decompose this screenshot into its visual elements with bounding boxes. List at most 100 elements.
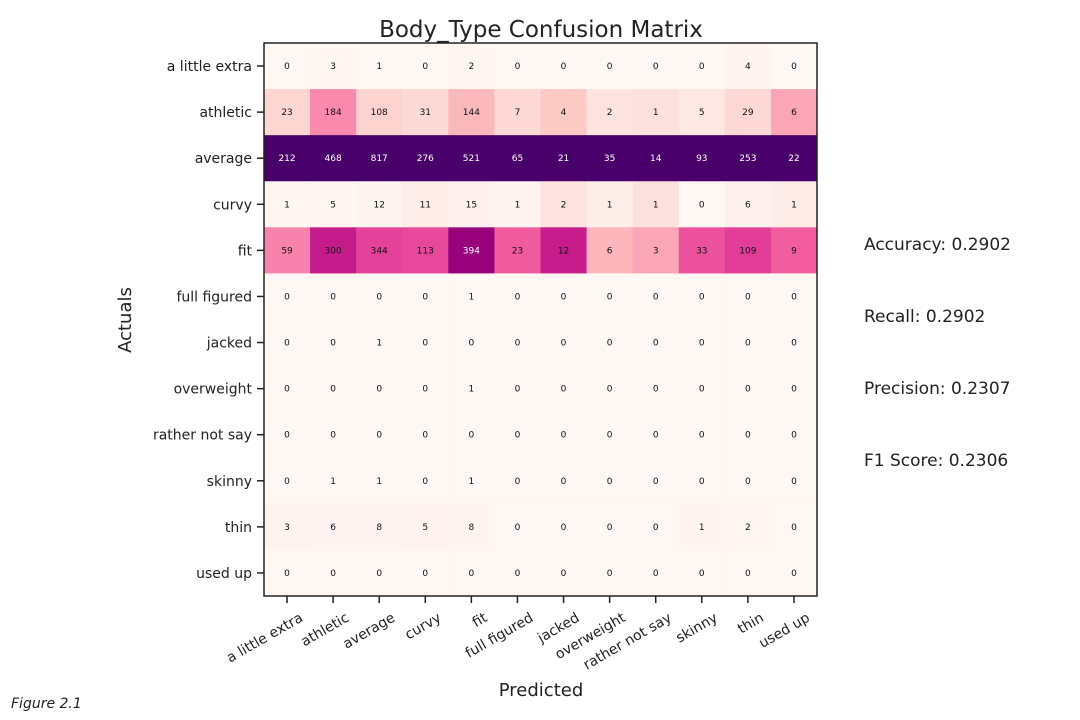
heatmap-cell — [724, 43, 772, 90]
heatmap-cell — [724, 457, 772, 505]
f1-score-metric: F1 Score: 0.2306 — [864, 451, 1009, 471]
heatmap-cell — [264, 365, 311, 413]
heatmap-cell — [264, 227, 311, 274]
cell-value-label: 276 — [417, 154, 434, 164]
heatmap-cell — [448, 273, 495, 320]
cell-value-label: 0 — [561, 477, 567, 487]
heatmap-cell — [494, 503, 541, 551]
y-tick-label: overweight — [174, 382, 253, 398]
heatmap-cell — [448, 549, 495, 597]
cell-value-label: 21 — [558, 154, 569, 164]
cell-value-label: 23 — [512, 246, 523, 256]
y-tick-label: average — [195, 151, 252, 167]
y-tick-label: skinny — [207, 474, 252, 490]
cell-value-label: 817 — [371, 154, 388, 164]
heatmap-cell — [356, 227, 403, 274]
cell-value-label: 0 — [515, 477, 521, 487]
heatmap-cell — [448, 181, 495, 228]
heatmap-cell — [632, 227, 680, 274]
cell-value-label: 0 — [422, 477, 428, 487]
heatmap-cell — [770, 181, 818, 228]
cell-value-label: 0 — [607, 569, 613, 579]
heatmap-cell — [678, 227, 726, 274]
cell-value-label: 0 — [422, 62, 428, 72]
cell-value-label: 0 — [515, 523, 521, 533]
cell-value-label: 184 — [325, 108, 342, 118]
cell-value-label: 0 — [699, 431, 705, 441]
cell-value-label: 0 — [284, 62, 290, 72]
cell-value-label: 344 — [371, 246, 388, 256]
cell-value-label: 0 — [699, 292, 705, 302]
heatmap-cell — [402, 503, 449, 551]
cell-value-label: 59 — [281, 246, 293, 256]
cell-value-label: 0 — [561, 292, 567, 302]
heatmap-cell — [448, 319, 495, 367]
cell-value-label: 0 — [561, 339, 567, 349]
cell-value-label: 0 — [607, 385, 613, 395]
heatmap-cell — [632, 457, 680, 505]
cell-value-label: 0 — [284, 569, 290, 579]
cell-value-label: 3 — [330, 62, 336, 72]
heatmap-cell — [448, 43, 495, 90]
heatmap-cell — [310, 135, 357, 182]
heatmap-cell — [264, 181, 311, 228]
heatmap-cell — [356, 135, 403, 182]
heatmap-cell — [586, 503, 634, 551]
heatmap-cell — [402, 89, 449, 136]
heatmap-cell — [494, 365, 541, 413]
heatmap-cell — [540, 227, 588, 274]
cell-value-label: 2 — [607, 108, 613, 118]
cell-value-label: 1 — [284, 200, 290, 210]
cell-value-label: 3 — [653, 246, 659, 256]
heatmap-cell — [678, 503, 726, 551]
cell-value-label: 9 — [791, 246, 797, 256]
cell-value-label: 33 — [696, 246, 707, 256]
x-tick-label: curvy — [402, 610, 444, 643]
heatmap-cell — [448, 365, 495, 413]
heatmap-cell — [494, 273, 541, 320]
cell-value-label: 4 — [561, 108, 567, 118]
heatmap-cell — [494, 89, 541, 136]
heatmap-cell — [356, 181, 403, 228]
heatmap-cell — [770, 227, 818, 274]
cell-value-label: 4 — [745, 62, 751, 72]
heatmap-cell — [448, 411, 495, 459]
cell-value-label: 0 — [699, 339, 705, 349]
heatmap-cell — [770, 549, 818, 597]
cell-value-label: 0 — [561, 569, 567, 579]
cell-value-label: 212 — [278, 154, 295, 164]
cell-value-label: 0 — [791, 431, 797, 441]
y-tick-label: thin — [225, 520, 252, 536]
cell-value-label: 8 — [469, 523, 475, 533]
heatmap-cell — [356, 503, 403, 551]
heatmap-cell — [540, 273, 588, 320]
heatmap-cell — [540, 319, 588, 367]
heatmap-cell — [678, 181, 726, 228]
heatmap-cell — [724, 365, 772, 413]
cell-value-label: 521 — [463, 154, 480, 164]
cell-value-label: 1 — [469, 292, 475, 302]
cell-value-label: 0 — [607, 523, 613, 533]
heatmap-cell — [724, 135, 772, 182]
accuracy-metric: Accuracy: 0.2902 — [864, 235, 1011, 255]
heatmap-cell — [310, 365, 357, 413]
x-tick-label: thin — [735, 610, 766, 637]
cell-value-label: 0 — [745, 385, 751, 395]
heatmap-cell — [586, 89, 634, 136]
cell-value-label: 0 — [515, 62, 521, 72]
heatmap-cell — [724, 273, 772, 320]
heatmap-cell — [310, 43, 357, 90]
cell-value-label: 0 — [699, 200, 705, 210]
cell-value-label: 0 — [561, 385, 567, 395]
heatmap-cell — [632, 503, 680, 551]
cell-value-label: 0 — [791, 385, 797, 395]
y-axis-label: Actuals — [115, 287, 136, 353]
cell-value-label: 394 — [463, 246, 480, 256]
heatmap-cell — [540, 503, 588, 551]
cell-value-label: 1 — [376, 62, 382, 72]
cell-value-label: 22 — [788, 154, 799, 164]
heatmap-cell — [494, 411, 541, 459]
heatmap-cell — [402, 549, 449, 597]
heatmap-cell — [402, 43, 449, 90]
